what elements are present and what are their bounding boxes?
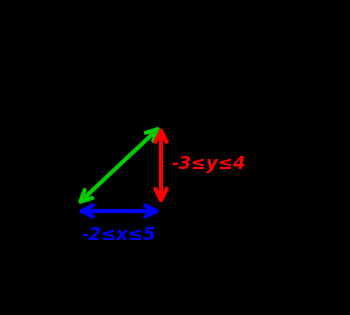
Text: -3≤y≤4: -3≤y≤4: [172, 155, 246, 173]
Text: -2≤x≤5: -2≤x≤5: [82, 226, 156, 244]
